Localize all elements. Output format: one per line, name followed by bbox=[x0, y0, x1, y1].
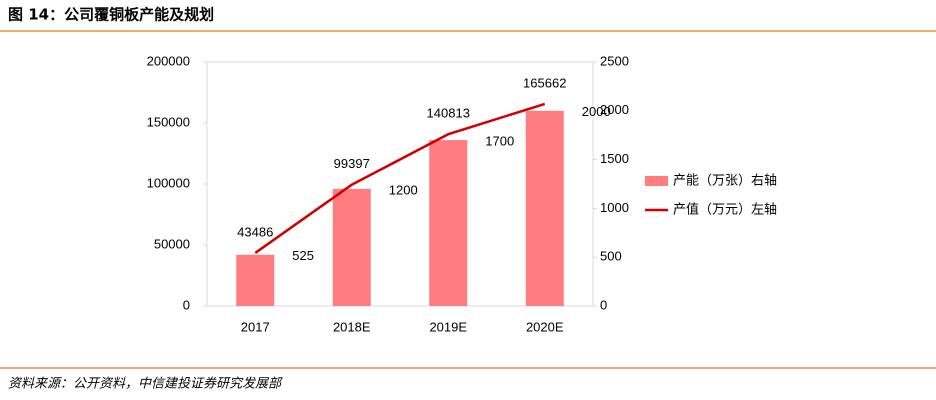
y2-tick-label: 2500 bbox=[600, 53, 629, 68]
line-value-label: 99397 bbox=[334, 156, 370, 171]
legend-label: 产值（万元）左轴 bbox=[673, 202, 777, 218]
y-tick-label: 100000 bbox=[147, 175, 190, 190]
bar bbox=[332, 188, 371, 306]
y2-tick-label: 1000 bbox=[600, 200, 629, 215]
y2-tick-label: 500 bbox=[600, 249, 622, 264]
x-tick-label: 2017 bbox=[241, 319, 270, 334]
line-value-label: 140813 bbox=[427, 106, 470, 121]
legend-label: 产能（万张）右轴 bbox=[673, 174, 777, 189]
y2-tick-label: 2000 bbox=[600, 102, 629, 117]
x-tick-label: 2019E bbox=[429, 319, 467, 334]
bar-value-label: 2000 bbox=[582, 104, 611, 119]
source: 资料来源：公开资料，中信建投证券研究发展部 bbox=[8, 376, 283, 392]
bar bbox=[429, 140, 468, 306]
line bbox=[254, 102, 546, 254]
bar bbox=[525, 110, 564, 306]
line-value-label: 165662 bbox=[523, 75, 566, 90]
y-tick-label: 150000 bbox=[147, 114, 190, 129]
line-value-label: 43486 bbox=[237, 224, 273, 239]
x-tick-label: 2020E bbox=[526, 319, 564, 334]
bar-value-label: 1700 bbox=[485, 134, 514, 149]
y-tick-label: 50000 bbox=[154, 236, 190, 251]
y2-tick-label: 0 bbox=[600, 297, 607, 312]
bar-value-label: 525 bbox=[292, 248, 314, 263]
x-tick-label: 2018E bbox=[333, 319, 371, 334]
bar bbox=[236, 254, 275, 306]
y-tick-label: 200000 bbox=[147, 53, 190, 68]
legend-swatch bbox=[645, 176, 668, 186]
y-tick-label: 0 bbox=[183, 297, 190, 312]
chart-title: 图 14：公司覆铜板产能及规划 bbox=[8, 6, 214, 24]
bar-value-label: 1200 bbox=[389, 182, 418, 197]
y2-tick-label: 1500 bbox=[600, 151, 629, 166]
